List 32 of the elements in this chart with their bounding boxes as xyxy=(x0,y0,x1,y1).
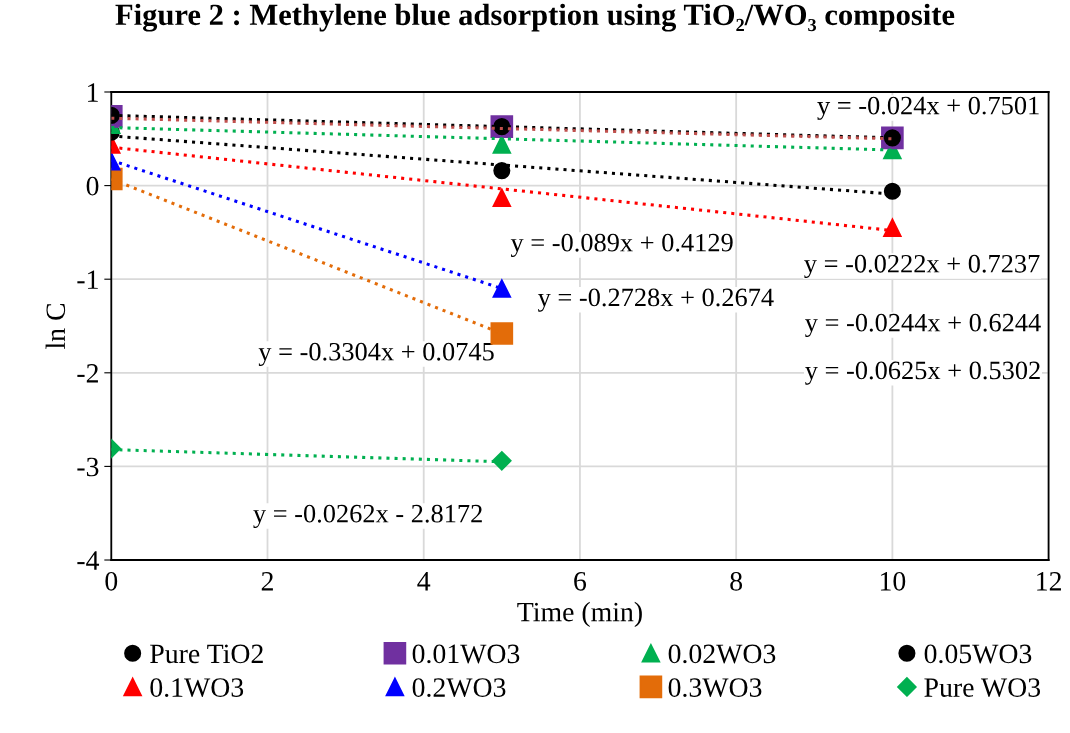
y-tick-label: 1 xyxy=(88,83,98,102)
x-tick-label: 4 xyxy=(417,572,431,591)
legend-label: 0.05WO3 xyxy=(924,644,1032,664)
legend-label: 0.2WO3 xyxy=(412,678,506,698)
chart-title: Figure 2 : Methylene blue adsorption using TiO₂/WO₃ composite xyxy=(115,3,955,32)
x-tick-label: 8 xyxy=(730,571,743,591)
x-tick-label: 12 xyxy=(1037,572,1061,591)
annotation: y = -0.0262x - 2.8172 xyxy=(253,504,482,528)
legend-label: 0.1WO3 xyxy=(150,678,244,698)
x-tick-label: 10 xyxy=(880,571,906,591)
annotation: y = -0.3304x + 0.0745 xyxy=(258,342,494,367)
y-tick-label: -3 xyxy=(77,457,99,477)
y-axis-title: ln C xyxy=(45,303,66,349)
annotation: y = -0.089x + 0.4129 xyxy=(510,233,733,257)
annotation: y = -0.024x + 0.7501 xyxy=(817,96,1039,120)
annotation: y = -0.2728x + 0.2674 xyxy=(537,288,774,312)
annotation: y = -0.0625x + 0.5302 xyxy=(805,361,1040,385)
annotation: y = -0.0222x + 0.7237 xyxy=(804,254,1040,279)
y-tick-label: -1 xyxy=(77,270,98,289)
y-tick-label: -4 xyxy=(77,551,100,570)
legend-label: Pure WO3 xyxy=(924,678,1041,698)
x-tick-label: 2 xyxy=(261,572,273,591)
annotation: y = -0.0244x + 0.6244 xyxy=(805,313,1041,338)
x-tick-label: 6 xyxy=(574,572,587,591)
x-tick-label: 0 xyxy=(105,571,118,591)
legend-label: 0.01WO3 xyxy=(412,644,520,664)
legend-label: 0.02WO3 xyxy=(668,644,776,664)
legend-label: 0.3WO3 xyxy=(668,678,762,698)
y-tick-label: -2 xyxy=(77,364,98,383)
legend-label: Pure TiO2 xyxy=(150,644,263,664)
x-axis-title: Time (min) xyxy=(517,601,642,628)
y-tick-label: 0 xyxy=(86,176,99,196)
